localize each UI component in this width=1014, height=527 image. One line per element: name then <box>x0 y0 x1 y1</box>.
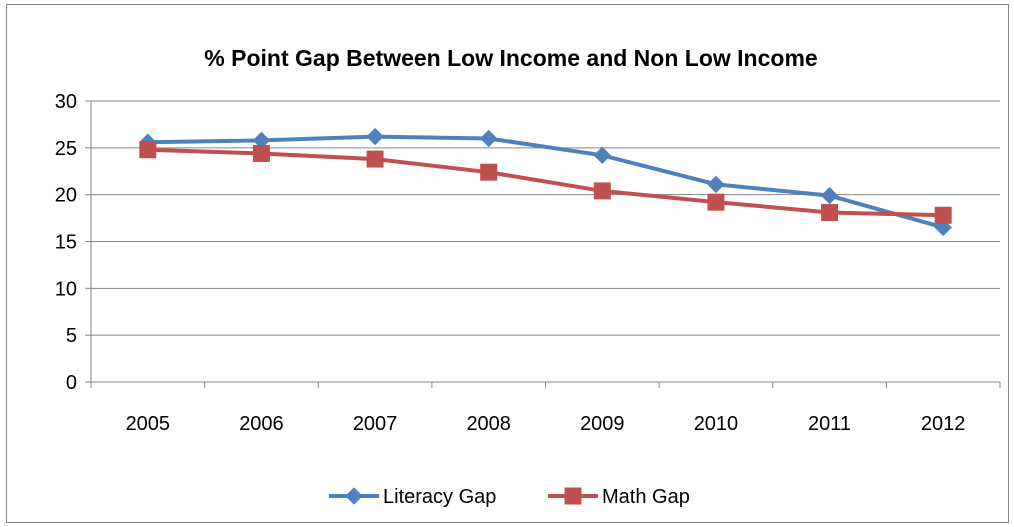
legend-item-literacy-gap: Literacy Gap <box>329 486 496 508</box>
x-tick-label: 2011 <box>808 413 851 435</box>
data-point-square <box>480 163 498 181</box>
data-point-square <box>564 487 582 505</box>
y-tick-label: 0 <box>66 372 77 394</box>
series-line <box>147 147 944 218</box>
legend: Literacy Gap Math Gap <box>329 486 690 508</box>
x-tick-label: 2006 <box>239 413 284 435</box>
x-tick-label: 2005 <box>126 413 171 435</box>
data-point-diamond <box>593 146 612 165</box>
series-math-gap <box>139 141 952 224</box>
data-point-square <box>366 150 384 168</box>
x-axis-tick-labels: 2005 2006 2007 2008 2009 2010 2011 2012 <box>126 413 966 435</box>
y-tick-label: 5 <box>66 325 77 347</box>
x-tick-label: 2012 <box>921 413 966 435</box>
y-tick-label: 20 <box>55 185 77 207</box>
y-tick-label: 30 <box>55 91 77 113</box>
data-point-diamond <box>345 487 363 505</box>
x-tick-label: 2008 <box>466 413 511 435</box>
y-axis-tick-labels: 0 5 10 15 20 25 30 <box>55 91 77 394</box>
data-point-diamond <box>479 129 498 148</box>
legend-item-math-gap: Math Gap <box>548 486 690 508</box>
data-point-square <box>934 206 952 224</box>
line-chart: % Point Gap Between Low Income and Non L… <box>55 45 1001 508</box>
gridlines <box>91 100 1000 336</box>
data-point-square <box>252 144 270 162</box>
chart-frame: % Point Gap Between Low Income and Non L… <box>6 4 1009 523</box>
y-tick-label: 15 <box>55 232 77 254</box>
axes <box>85 100 1001 388</box>
legend-label: Math Gap <box>602 486 690 508</box>
series-line <box>147 134 944 230</box>
x-tick-label: 2009 <box>580 413 625 435</box>
data-point-square <box>139 141 157 159</box>
y-tick-label: 25 <box>55 138 77 160</box>
series-lines <box>139 127 952 237</box>
chart-title: % Point Gap Between Low Income and Non L… <box>204 45 817 71</box>
x-tick-label: 2010 <box>694 413 739 435</box>
legend-label: Literacy Gap <box>383 486 496 508</box>
data-point-diamond <box>366 127 384 146</box>
data-point-diamond <box>707 175 725 194</box>
x-tick-label: 2007 <box>353 413 398 435</box>
data-point-square <box>593 182 611 200</box>
data-point-diamond <box>820 186 839 205</box>
data-point-square <box>707 193 725 211</box>
data-point-square <box>821 203 839 221</box>
y-tick-label: 10 <box>55 278 77 300</box>
